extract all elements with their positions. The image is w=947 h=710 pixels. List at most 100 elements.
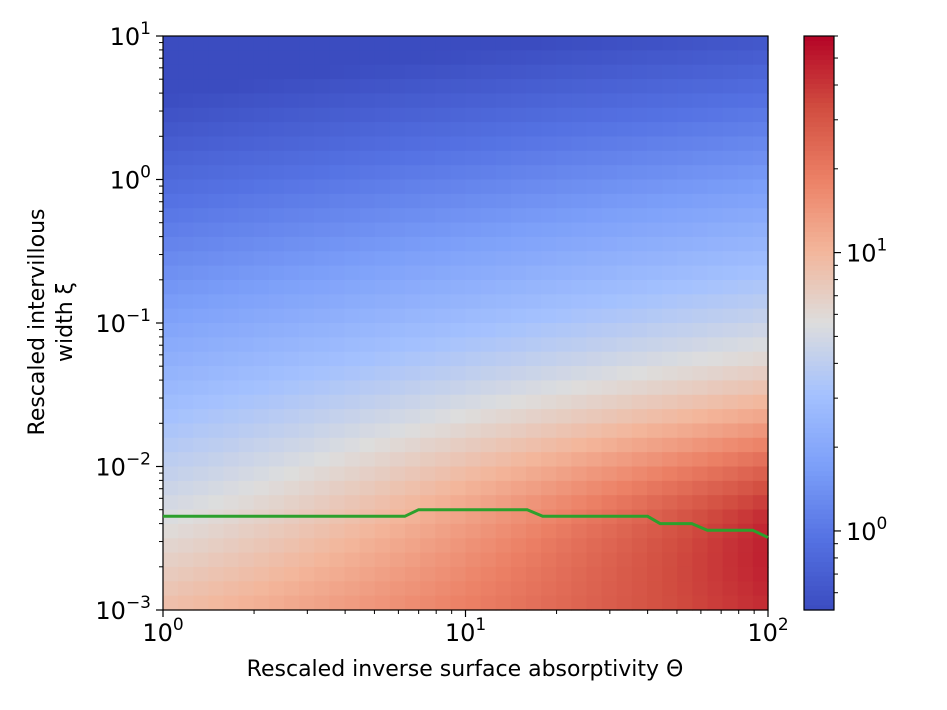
heatmap-cell [208, 150, 225, 166]
heatmap-cell [405, 437, 421, 453]
heatmap-cell [586, 523, 603, 539]
heatmap-cell [616, 294, 633, 310]
heatmap-cell [314, 107, 330, 123]
heatmap-cell [299, 380, 315, 396]
heatmap-cell [329, 366, 346, 381]
heatmap-cell [238, 552, 255, 568]
heatmap-cell [631, 265, 648, 281]
heatmap-cell [541, 366, 557, 381]
heatmap-cell [178, 380, 194, 396]
heatmap-cell [692, 452, 709, 468]
heatmap-cell [631, 323, 648, 338]
heatmap-cell [526, 366, 542, 381]
colorbar-cell [804, 308, 834, 315]
heatmap-cell [420, 79, 436, 94]
heatmap-cell [420, 36, 436, 51]
heatmap-cell [480, 351, 497, 367]
heatmap-cell [662, 251, 678, 267]
heatmap-cell [268, 107, 285, 123]
heatmap-cell [526, 150, 542, 166]
heatmap-cell [253, 308, 270, 324]
heatmap-cell [374, 294, 391, 310]
heatmap-cell [344, 79, 361, 94]
heatmap-cell [299, 480, 315, 496]
heatmap-cell [208, 79, 225, 94]
colorbar-cell [804, 394, 834, 401]
heatmap-cell [314, 208, 330, 224]
heatmap-cell [601, 308, 618, 324]
heatmap-cell [374, 136, 391, 152]
heatmap-cell [465, 380, 482, 396]
heatmap-cell [374, 523, 391, 539]
heatmap-cell [359, 279, 376, 295]
heatmap-cell [616, 107, 633, 123]
heatmap-cell [284, 50, 300, 66]
heatmap-cell [314, 294, 330, 310]
heatmap-cell [359, 236, 376, 252]
heatmap-cell [586, 394, 603, 410]
heatmap-cell [541, 179, 557, 195]
heatmap-cell [556, 251, 572, 267]
heatmap-cell [465, 366, 482, 381]
heatmap-cell [420, 222, 436, 238]
heatmap-cell [495, 179, 512, 195]
heatmap-cell [253, 165, 270, 181]
heatmap-cell [450, 279, 467, 295]
heatmap-cell [631, 251, 648, 267]
heatmap-cell [329, 437, 346, 453]
heatmap-cell [193, 222, 209, 238]
heatmap-cell [268, 236, 285, 252]
heatmap-cell [662, 179, 678, 195]
heatmap-cell [556, 452, 572, 468]
heatmap-cell [268, 566, 285, 582]
heatmap-cell [526, 50, 542, 66]
heatmap-cell [510, 308, 527, 324]
heatmap-cell [647, 308, 663, 324]
heatmap-cell [329, 323, 346, 338]
heatmap-cell [374, 380, 391, 396]
heatmap-cell [616, 79, 633, 94]
heatmap-cell [601, 538, 618, 554]
heatmap-cell [299, 79, 315, 94]
heatmap-cell [692, 107, 709, 123]
heatmap-cell [647, 79, 663, 94]
heatmap-cell [707, 595, 724, 611]
heatmap-cell [163, 351, 179, 367]
heatmap-cell [238, 308, 255, 324]
heatmap-cell [526, 64, 542, 80]
heatmap-cell [647, 179, 663, 195]
heatmap-cell [510, 566, 527, 582]
heatmap-cell [677, 208, 693, 224]
heatmap-cell [314, 150, 330, 166]
heatmap-cell [662, 595, 678, 611]
heatmap-cell [465, 409, 482, 425]
heatmap-cell [707, 308, 724, 324]
heatmap-cell [163, 423, 179, 439]
heatmap-cell [692, 308, 709, 324]
heatmap-cell [647, 50, 663, 66]
heatmap-cell [601, 437, 618, 453]
heatmap-cell [616, 480, 633, 496]
heatmap-cell [752, 193, 769, 209]
heatmap-cell [178, 265, 194, 281]
heatmap-cell [314, 351, 330, 367]
heatmap-cell [647, 409, 663, 425]
heatmap-cell [329, 495, 346, 511]
heatmap-cell [208, 538, 225, 554]
heatmap-cell [707, 495, 724, 511]
heatmap-cell [268, 294, 285, 310]
heatmap-cell [722, 595, 739, 611]
heatmap-cell [238, 366, 255, 381]
heatmap-cell [707, 79, 724, 94]
heatmap-cell [586, 466, 603, 482]
heatmap-cell [616, 423, 633, 439]
heatmap-cell [329, 251, 346, 267]
heatmap-cell [692, 366, 709, 381]
heatmap-cell [707, 337, 724, 353]
heatmap-cell [541, 495, 557, 511]
heatmap-cell [662, 122, 678, 138]
heatmap-cell [178, 50, 194, 66]
heatmap-cell [299, 581, 315, 597]
heatmap-cell [268, 337, 285, 353]
heatmap-cell [178, 581, 194, 597]
